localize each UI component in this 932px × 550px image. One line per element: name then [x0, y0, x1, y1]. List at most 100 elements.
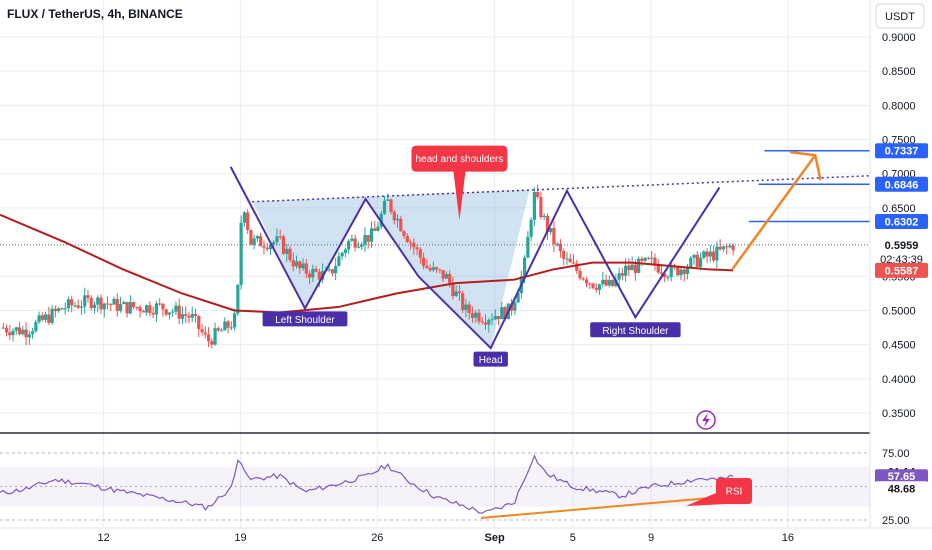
- candle-body: [265, 247, 269, 250]
- candle-body: [659, 272, 664, 274]
- candle-body: [418, 249, 422, 258]
- candle-body: [464, 304, 468, 310]
- neckline: [252, 175, 871, 203]
- candle-body: [343, 249, 347, 253]
- candle-body: [298, 261, 302, 269]
- candle-body: [474, 312, 478, 318]
- candle-body: [105, 303, 110, 305]
- candle-body: [539, 196, 543, 218]
- currency-button[interactable]: USDT: [875, 3, 925, 29]
- candle-body: [630, 264, 634, 271]
- candle-body: [637, 258, 641, 273]
- price-tick-label: 0.8000: [882, 100, 916, 112]
- candle-body: [350, 238, 354, 241]
- candle-body: [83, 295, 87, 307]
- candle-body: [415, 247, 419, 250]
- currency-button-frame[interactable]: [875, 3, 925, 29]
- candle-body: [483, 322, 488, 325]
- candle-body: [307, 273, 312, 278]
- moving-average-line: [0, 213, 734, 314]
- candle-body: [73, 305, 77, 307]
- price-level-label: 0.6846: [885, 179, 919, 191]
- candle-body: [122, 302, 126, 305]
- pattern-label-bg: [473, 351, 508, 367]
- callout-bubble: [411, 145, 508, 221]
- candle-body: [259, 236, 263, 247]
- candle-body: [141, 311, 145, 313]
- candle-body: [395, 218, 400, 221]
- ma-value-label-bg: [875, 262, 928, 278]
- candle-body: [457, 291, 462, 294]
- candle-body: [516, 293, 520, 303]
- candle-body: [487, 320, 491, 325]
- candle-body: [47, 314, 51, 323]
- candle-body: [461, 293, 465, 310]
- candle-body: [40, 315, 44, 320]
- candle-body: [190, 313, 194, 318]
- candle-body: [428, 267, 432, 271]
- candle-body: [281, 236, 286, 254]
- candle-body: [89, 297, 93, 308]
- candle-body: [562, 250, 566, 259]
- time-tick-label: Sep: [485, 532, 505, 544]
- current-price-pill-bg: [875, 236, 928, 267]
- rsi-axis-ticks: 75.00 25.00: [882, 448, 910, 527]
- lightning-icon[interactable]: [696, 410, 716, 430]
- candle-body: [731, 245, 735, 251]
- price-tick-label: 0.3500: [882, 408, 916, 420]
- rsi-callout-bubble: [686, 478, 752, 506]
- candle-body: [229, 327, 233, 329]
- chart-title: FLUX / TetherUS, 4h, BINANCE: [7, 7, 183, 21]
- price-level-lines: [748, 149, 870, 223]
- arrow-shaft: [731, 154, 817, 270]
- candle-body: [650, 257, 654, 259]
- candle-body: [698, 257, 703, 267]
- candle-body: [360, 244, 364, 247]
- candle-body: [233, 313, 237, 328]
- candle-body: [115, 298, 119, 311]
- candle-body: [236, 284, 240, 314]
- candle-body: [70, 299, 74, 306]
- candle-body: [1, 327, 5, 329]
- candle-body: [549, 228, 553, 233]
- candle-body: [555, 243, 559, 245]
- head-and-shoulders-callout: head and shoulders: [411, 145, 508, 221]
- callout-text: head and shoulders: [416, 154, 504, 165]
- candle-body: [627, 265, 631, 271]
- rsi-tick-label: 75.00: [882, 448, 910, 460]
- candle-body: [366, 234, 370, 242]
- candle-body: [435, 267, 439, 270]
- candle-body: [408, 242, 413, 244]
- candle-body: [529, 219, 533, 237]
- candle-body: [262, 246, 266, 248]
- candle-body: [444, 274, 449, 279]
- candle-body: [604, 279, 608, 286]
- candle-body: [568, 258, 572, 263]
- candle-body: [213, 328, 217, 345]
- candle-body: [301, 263, 305, 269]
- pattern-label: Right Shoulder: [602, 326, 669, 337]
- candle-body: [239, 222, 243, 285]
- candle-body: [138, 307, 142, 312]
- price-tick-label: 0.5000: [882, 305, 916, 317]
- candle-body: [581, 278, 585, 280]
- candle-body: [588, 283, 592, 285]
- ma-value-label: 0.5587: [885, 265, 919, 277]
- price-tick-label: 0.4500: [882, 340, 916, 352]
- candle-body: [148, 305, 152, 313]
- price-tick-label: 0.9000: [882, 32, 916, 44]
- candle-body: [500, 307, 504, 320]
- rsi-level-label: 48.68: [888, 483, 916, 495]
- candle-body: [369, 228, 374, 242]
- candle-body: [337, 256, 341, 267]
- candle-body: [610, 279, 615, 286]
- time-tick-label: 19: [234, 532, 246, 544]
- candle-body: [702, 251, 706, 258]
- currency-label[interactable]: USDT: [885, 11, 915, 23]
- candle-body: [513, 302, 517, 311]
- price-level-label-bg: [875, 176, 928, 192]
- candle-body: [721, 246, 725, 250]
- candle-body: [226, 321, 230, 328]
- candle-body: [431, 267, 435, 271]
- candle-body: [405, 236, 409, 243]
